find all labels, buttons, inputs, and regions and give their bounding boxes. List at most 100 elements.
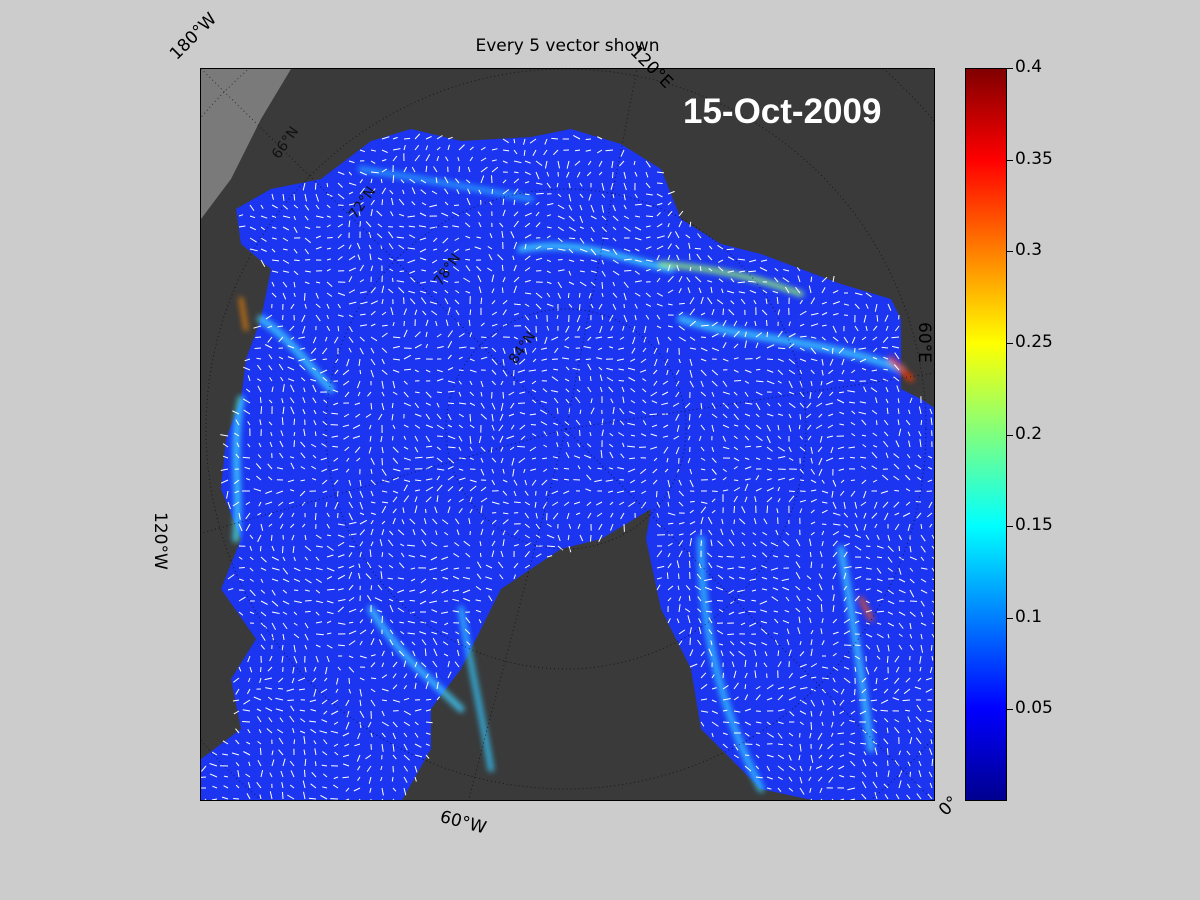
- drift-vector: [678, 210, 684, 217]
- drift-vector: [489, 201, 493, 206]
- drift-vector: [656, 512, 659, 518]
- drift-vector: [886, 748, 889, 756]
- drift-vector: [627, 367, 636, 371]
- drift-vector: [847, 787, 856, 791]
- drift-vector: [810, 312, 819, 316]
- drift-vector: [598, 534, 603, 543]
- drift-vector: [740, 622, 746, 626]
- drift-vector: [370, 528, 374, 536]
- drift-vector: [293, 567, 301, 572]
- graticule: [201, 69, 934, 800]
- drift-vector: [513, 160, 522, 164]
- drift-vector: [381, 529, 385, 536]
- drift-vector: [700, 698, 708, 701]
- drift-vector: [708, 268, 713, 272]
- drift-vector: [920, 589, 928, 594]
- drift-vector: [700, 672, 707, 679]
- drift-vector: [656, 523, 661, 528]
- drift-vector: [612, 248, 618, 255]
- drift-vector: [720, 528, 724, 536]
- drift-vector: [564, 421, 570, 426]
- drift-vector: [392, 345, 400, 349]
- drift-vector: [293, 578, 301, 583]
- drift-vector: [501, 231, 504, 239]
- drift-vector: [598, 366, 603, 371]
- drift-vector: [332, 389, 339, 393]
- drift-vector: [425, 709, 431, 712]
- drift-vector: [510, 231, 515, 239]
- drift-vector: [894, 688, 900, 694]
- drift-vector: [656, 314, 661, 320]
- drift-vector: [403, 308, 407, 316]
- drift-vector: [851, 410, 856, 415]
- drift-vector: [861, 419, 867, 426]
- drift-vector: [513, 479, 518, 486]
- drift-vector: [390, 307, 394, 316]
- date-label: 15-Oct-2009: [683, 92, 882, 131]
- drift-vector: [345, 721, 350, 730]
- drift-vector: [546, 281, 552, 285]
- drift-vector: [799, 710, 807, 715]
- drift-vector: [368, 244, 372, 250]
- drift-vector: [838, 468, 845, 471]
- drift-vector: [334, 751, 339, 756]
- drift-vector: [414, 446, 419, 453]
- drift-vector: [861, 771, 867, 778]
- drift-vector: [436, 346, 444, 349]
- drift-vector: [381, 391, 385, 397]
- drift-vector: [353, 787, 361, 792]
- drift-vector: [601, 237, 609, 240]
- drift-vector: [773, 610, 779, 613]
- drift-vector: [831, 721, 834, 728]
- drift-vector: [292, 666, 295, 674]
- drift-vector: [738, 566, 746, 569]
- drift-vector: [777, 709, 785, 712]
- drift-vector: [268, 365, 273, 371]
- drift-vector: [700, 660, 706, 668]
- drift-vector: [700, 468, 706, 471]
- drift-vector: [370, 512, 376, 515]
- drift-vector: [271, 578, 279, 582]
- drift-vector: [556, 442, 559, 448]
- drift-vector: [634, 171, 638, 177]
- drift-vector: [222, 753, 229, 756]
- drift-vector: [452, 225, 460, 228]
- drift-vector: [761, 309, 768, 316]
- drift-vector: [409, 589, 416, 592]
- drift-vector: [788, 495, 795, 503]
- drift-vector: [502, 512, 509, 515]
- drift-vector: [551, 478, 559, 481]
- drift-vector: [435, 672, 438, 679]
- drift-vector: [292, 545, 295, 553]
- drift-vector: [271, 567, 280, 571]
- drift-vector: [821, 324, 827, 327]
- drift-vector: [843, 512, 849, 518]
- drift-vector: [212, 785, 218, 789]
- drift-vector: [258, 729, 262, 734]
- drift-vector: [388, 564, 394, 569]
- drift-vector: [491, 189, 494, 195]
- drift-vector: [469, 485, 477, 492]
- drift-vector: [843, 551, 848, 558]
- drift-vector: [876, 578, 883, 582]
- drift-vector: [733, 495, 738, 503]
- drift-vector: [667, 303, 673, 306]
- drift-vector: [766, 446, 773, 452]
- drift-vector: [326, 268, 331, 272]
- drift-vector: [278, 356, 284, 360]
- drift-vector: [300, 730, 306, 734]
- drift-vector: [429, 301, 438, 305]
- drift-vector: [419, 589, 427, 594]
- drift-vector: [748, 622, 757, 627]
- drift-vector: [595, 501, 603, 506]
- drift-vector: [249, 567, 254, 572]
- drift-vector: [777, 477, 786, 481]
- drift-vector: [741, 532, 746, 536]
- drift-vector: [392, 673, 397, 679]
- drift-vector: [883, 738, 889, 745]
- drift-vector: [643, 336, 647, 343]
- drift-vector: [381, 688, 389, 692]
- drift-vector: [513, 529, 519, 536]
- drift-vector: [883, 783, 889, 789]
- drift-vector: [623, 171, 627, 179]
